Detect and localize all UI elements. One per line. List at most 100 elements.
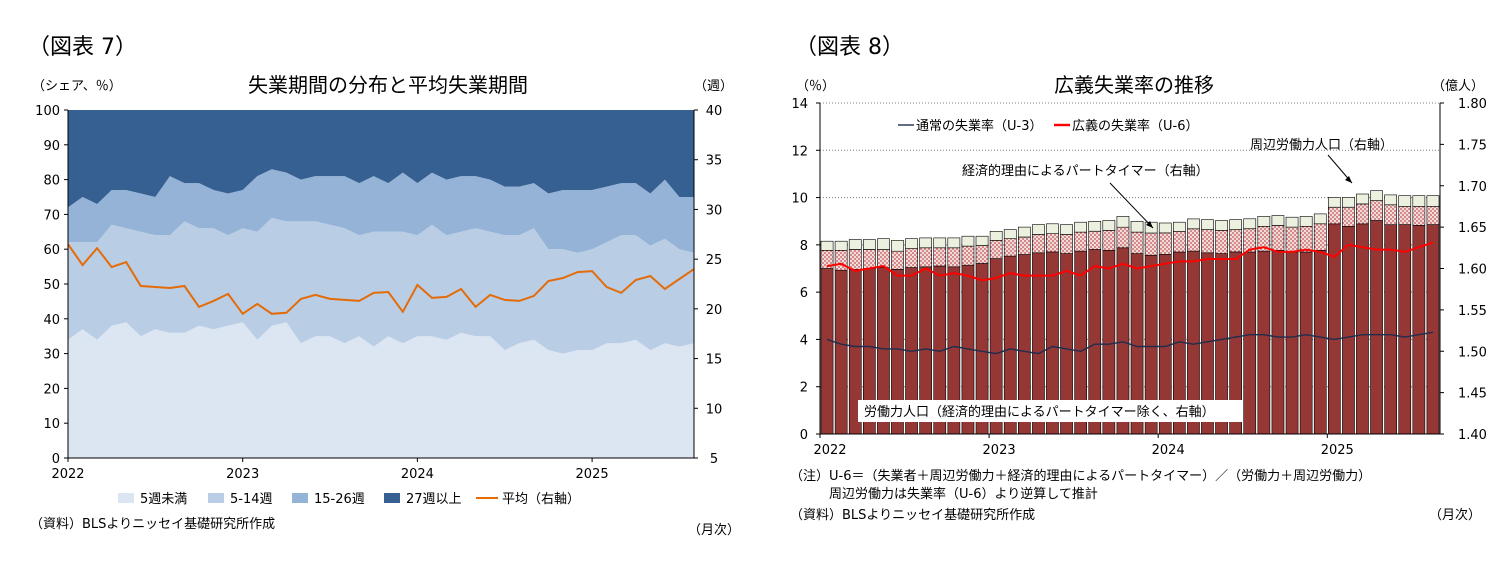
bar-segment-2 [1003,229,1017,240]
area-series-0 [68,322,694,458]
bar-segment-1 [1313,223,1327,251]
bar-segment-0 [1384,224,1397,435]
bar-segment-0 [1299,251,1313,435]
chart-7-title: 失業期間の分布と平均失業期間 [248,73,528,97]
bar-segment-2 [1201,219,1214,230]
bar-segment-1 [862,249,876,269]
left-tick-label: 14 [791,97,808,112]
left-tick-label: 20 [43,382,60,397]
figure-8-note-1: （注）U-6＝（失業者＋周辺労働力＋経済的理由によるパートタイマー）／（労働力＋… [790,468,1371,484]
bar-segment-2 [919,237,932,249]
annotation-part-timers-arrow [1109,182,1154,229]
bar-segment-1 [1328,207,1341,225]
bar-segment-1 [1158,232,1172,255]
x-tick-label: 2022 [813,443,846,458]
figure-8: （図表 8） 広義失業率の推移 （％） （億人） 0 2 4 6 8 10 12 14 1.40… [790,35,1487,523]
bar-segment-2 [1074,221,1087,233]
bar-segment-2 [975,235,989,246]
bar-segment-1 [1215,230,1228,254]
chart-8-right-axis-unit: （億人） [1432,78,1484,94]
chart-7-legend: 5週未満 5-14週 15-26週 27週以上 平均（右軸） [118,492,580,507]
legend-swatch [384,493,400,503]
x-tick-label: 2024 [401,467,434,482]
bar-segment-2 [1158,222,1172,234]
left-tick-label: 90 [43,139,60,154]
annotation-part-timers-arrowhead [1146,221,1153,228]
bar-segment-1 [877,249,890,269]
right-tick-label: 1.75 [1458,138,1487,153]
bar-segment-2 [1102,220,1116,231]
bar-segment-2 [1088,221,1102,232]
x-tick-label: 2022 [51,467,84,482]
bar-segment-1 [975,245,989,264]
left-tick-label: 80 [43,174,60,189]
right-tick-label: 35 [706,154,723,169]
figure-7-source: （資料）BLSよりニッセイ基礎研究所作成 [30,517,275,532]
bar-segment-2 [905,238,918,249]
bar-segment-2 [933,237,947,249]
chart-7-average-line [67,243,695,316]
right-tick-label: 1.55 [1458,304,1487,319]
area-series-3 [68,110,694,208]
chart-8-legend: 通常の失業率（U-3） 広義の失業率（U-6） [898,118,1198,134]
left-tick-label: 6 [800,286,808,301]
bar-segment-1 [989,240,1003,259]
left-tick-label: 2 [800,381,808,396]
bar-segment-1 [947,247,961,268]
right-tick-label: 25 [706,253,723,268]
bar-segment-0 [1356,223,1369,435]
x-tick-label: 2025 [1321,443,1354,458]
bar-segment-0 [834,269,848,435]
left-tick-label: 12 [791,144,808,159]
left-tick-label: 30 [43,348,60,363]
bar-segment-2 [1130,221,1144,233]
bar-segment-1 [1229,229,1242,253]
bar-segment-1 [1412,206,1426,226]
bar-segment-0 [1243,251,1257,435]
bar-segment-2 [1342,197,1355,208]
bar-segment-0 [1285,251,1299,435]
bar-segment-1 [905,248,918,268]
legend-label: 平均（右軸） [502,492,580,507]
bar-segment-1 [933,247,947,267]
chart-8-lines [826,241,1434,355]
chart-8-bars [820,190,1440,435]
bar-segment-1 [848,249,862,270]
bar-segment-2 [1384,194,1397,206]
figure-7: （図表 7） 失業期間の分布と平均失業期間 （シェア、％） （週） 0 10 20 3… [28,35,740,538]
left-tick-label: 0 [52,452,60,467]
left-tick-label: 40 [43,313,60,328]
right-tick-label: 1.40 [1458,428,1487,443]
bar-segment-1 [1384,204,1397,226]
bar-segment-1 [1088,231,1102,250]
annotation-labor-force-box [858,400,1242,422]
bar-segment-2 [1299,216,1313,227]
bar-segment-2 [862,239,876,250]
legend-label: 15-26週 [314,492,365,507]
bar-segment-1 [834,250,848,271]
bar-segment-1 [891,250,904,270]
bar-segment-2 [1285,216,1299,228]
bar-segment-1 [1032,234,1045,254]
bar-segment-1 [1102,230,1116,251]
annotation-marginal-labor-arrowhead [1345,176,1352,183]
figure-8-source: （資料）BLSよりニッセイ基礎研究所作成 [790,508,1035,523]
bar-segment-2 [947,237,961,249]
legend-label: 5-14週 [230,492,273,507]
left-tick-label: 0 [800,428,808,443]
right-tick-label: 10 [706,402,723,417]
bar-segment-2 [1398,195,1412,207]
left-tick-label: 8 [800,239,808,254]
bar-segment-0 [1271,250,1285,435]
right-tick-label: 1.65 [1458,221,1487,236]
left-tick-label: 4 [800,333,808,348]
bar-segment-1 [1173,231,1186,253]
area-series-2 [68,169,694,253]
legend-swatch [292,493,308,503]
legend-swatch [208,493,224,503]
chart-7-areas [68,110,694,458]
chart-7-right-axis-unit: （週） [694,79,733,94]
bar-segment-1 [1017,236,1031,255]
bar-segment-2 [820,240,834,251]
right-tick-label: 1.60 [1458,263,1487,278]
